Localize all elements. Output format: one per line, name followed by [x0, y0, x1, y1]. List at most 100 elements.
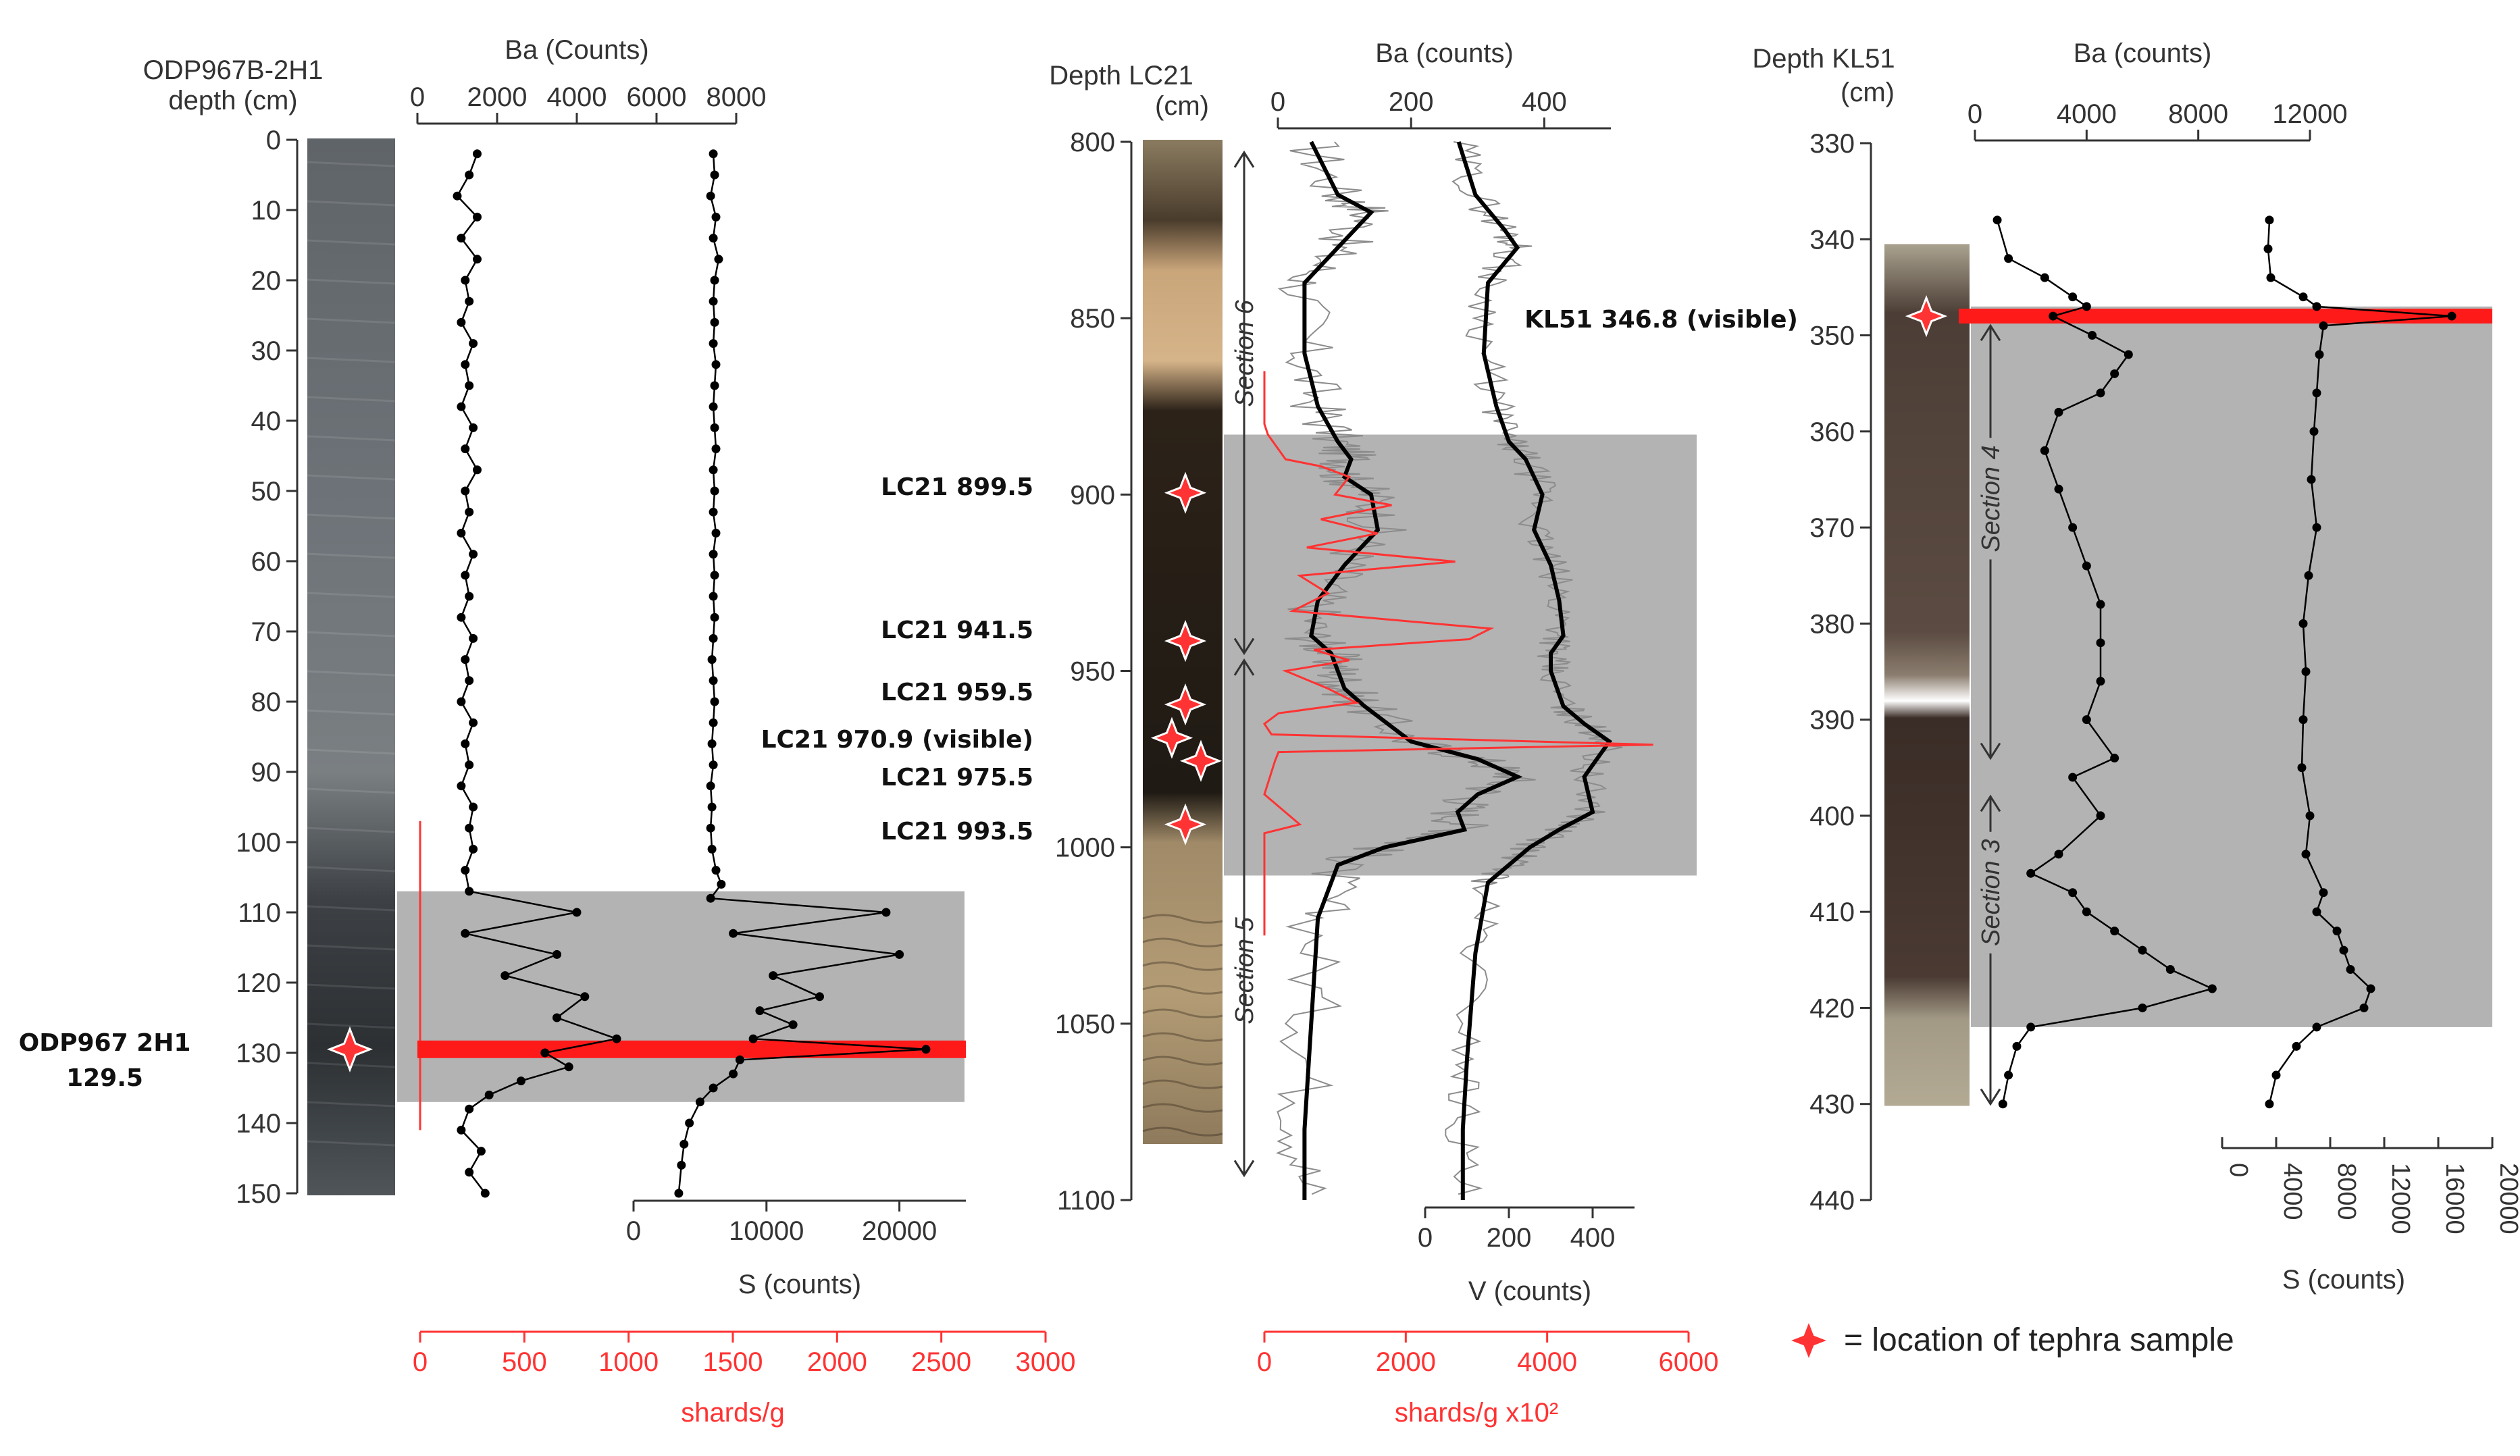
- lc21-ba-series: [1302, 140, 1523, 1200]
- odp-s-point: [707, 655, 717, 665]
- odp-s-point: [714, 255, 723, 264]
- odp-s-point: [695, 1097, 704, 1107]
- odp-depth-axis-tick-label: 150: [236, 1179, 281, 1209]
- kl51-depth-axis-tick-label: 340: [1809, 225, 1855, 255]
- kl51-s-point: [2359, 1003, 2369, 1012]
- core-lamination: [307, 161, 396, 167]
- kl51-ba-point: [2004, 254, 2013, 263]
- odp-ba-point: [465, 1168, 474, 1177]
- kl51-ba-point: [2068, 292, 2078, 302]
- kl51-ba-point: [2082, 907, 2091, 916]
- kl51-section-label: Section 3: [1977, 839, 2005, 946]
- odp-tephra-label-line2: 129.5: [66, 1064, 143, 1092]
- lc21-depth-axis-tick-label: 900: [1070, 480, 1115, 510]
- odp-depth-axis-tick-label: 130: [236, 1039, 281, 1068]
- kl51-s-point: [2339, 945, 2348, 955]
- odp-s-point: [729, 929, 738, 938]
- kl51-ba-axis-tick-label: 12000: [2272, 99, 2347, 129]
- kl51-s-point: [2319, 888, 2328, 898]
- odp-s-point: [711, 866, 721, 875]
- lc21-depth-title-line1: Depth LC21: [1049, 61, 1193, 90]
- odp-s-point: [815, 992, 825, 1002]
- kl51-s-point: [2301, 667, 2311, 676]
- odp-s-point: [710, 276, 719, 285]
- odp-shards-axis-title: shards/g: [681, 1398, 784, 1428]
- odp-ba-point: [580, 992, 590, 1002]
- core-lamination: [307, 827, 396, 833]
- odp-s-point: [707, 739, 717, 748]
- odp-s-point: [709, 234, 718, 243]
- odp-shards-axis-tick-label: 0: [413, 1347, 428, 1377]
- odp-ba-point: [461, 655, 470, 665]
- core-lamination: [307, 278, 396, 285]
- odp-depth-axis-tick-label: 100: [236, 828, 281, 858]
- kl51-depth-axis-tick-label: 440: [1809, 1186, 1855, 1216]
- kl51-ba-point: [2068, 888, 2078, 898]
- kl51-section-label-bg: [1976, 831, 2005, 954]
- tephra-shaded-interval: [1971, 306, 2492, 1027]
- lc21-tephra-star-icon: [1164, 683, 1207, 726]
- odp-ba-point: [457, 697, 466, 706]
- odp-s-point: [710, 697, 719, 706]
- odp-s-axis-title: S (counts): [738, 1270, 861, 1299]
- odp-depth-title-line1: ODP967B-2H1: [143, 55, 324, 85]
- core-lamination: [307, 709, 396, 716]
- odp-depth-axis-tick-label: 80: [251, 687, 282, 717]
- core-lamination: [307, 1101, 396, 1108]
- odp-ba-point: [469, 339, 478, 348]
- lc21-v-axis-tick-label: 200: [1487, 1223, 1532, 1253]
- lc21-v-axis-tick-label: 0: [1418, 1223, 1433, 1253]
- odp-s-point: [710, 170, 719, 180]
- odp-s-point: [717, 879, 726, 889]
- kl51-s-point: [2265, 215, 2274, 225]
- odp-s-point: [709, 550, 718, 559]
- kl51-ba-axis-tick-label: 8000: [2168, 99, 2228, 129]
- core-crack: [1142, 1032, 1223, 1042]
- kl51-s-axis-title: S (counts): [2282, 1265, 2405, 1295]
- odp-ba-point: [453, 191, 462, 201]
- odp-s-point: [706, 893, 715, 903]
- core-lamination: [307, 200, 396, 207]
- kl51-s-point: [2263, 244, 2273, 253]
- odp-s-point: [677, 1160, 686, 1170]
- kl51-s-point: [2265, 1099, 2274, 1109]
- core-lamination: [307, 357, 396, 363]
- tephra-shaded-interval: [397, 891, 965, 1102]
- lc21-tephra-label: LC21 941.5: [881, 617, 1033, 644]
- kl51-s-point: [2271, 1070, 2281, 1080]
- kl51-ba-point: [2068, 773, 2078, 782]
- kl51-ba-point: [2012, 1041, 2022, 1051]
- odp-ba-point: [461, 739, 470, 748]
- kl51-ba-point: [2138, 945, 2147, 955]
- odp-depth-axis-tick-label: 10: [251, 196, 282, 226]
- core-crack: [1142, 914, 1223, 924]
- odp-s-point: [748, 1034, 758, 1043]
- kl51-s-axis-tick-label: 0: [2224, 1163, 2253, 1177]
- lc21-section-arrowhead: [1233, 638, 1255, 656]
- kl51-ba-point: [2096, 677, 2105, 686]
- odp-ba-axis-tick-label: 0: [410, 82, 425, 112]
- kl51-ba-point: [2165, 965, 2175, 974]
- core-crack: [1142, 1079, 1223, 1089]
- lc21-tephra-star-icon: [1164, 619, 1207, 662]
- lc21-tephra-label: LC21 993.5: [881, 818, 1033, 846]
- kl51-s-axis-tick-label: 12000: [2386, 1163, 2415, 1234]
- lc21-depth-axis-tick-label: 1050: [1055, 1010, 1115, 1039]
- odp-depth-axis-tick-label: 20: [251, 266, 282, 296]
- odp-ba-point: [461, 276, 470, 285]
- odp-ba-point: [473, 149, 482, 159]
- core-lamination: [307, 513, 396, 520]
- core-lamination: [307, 787, 396, 794]
- odp-s-point: [709, 676, 718, 685]
- kl51-ba-point: [2088, 331, 2097, 340]
- odp-s-point: [921, 1045, 931, 1054]
- odp-s-point: [895, 950, 904, 959]
- odp-shards-axis-tick-label: 500: [502, 1347, 547, 1377]
- odp-ba-point: [461, 866, 470, 875]
- odp-s-point: [709, 760, 718, 770]
- odp-ba-point: [612, 1034, 621, 1043]
- kl51-ba-point: [2110, 369, 2119, 378]
- lc21-v-raw-series: [1445, 141, 1623, 1195]
- core-lamination: [307, 866, 396, 873]
